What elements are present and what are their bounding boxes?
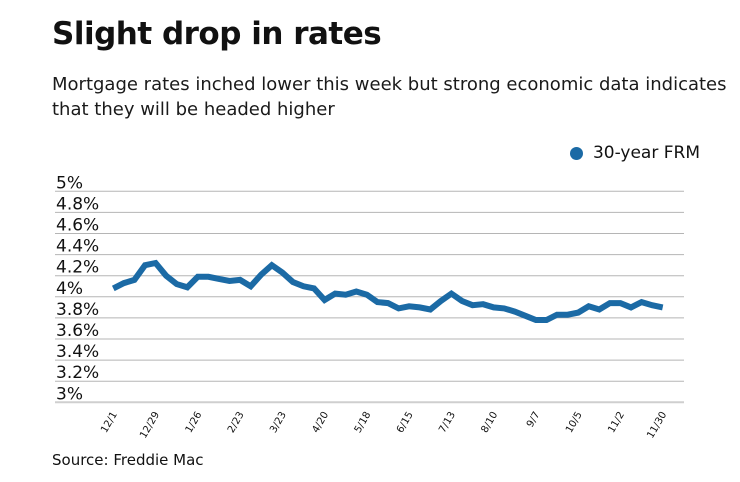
x-tick-label: 7/13 [437, 410, 458, 435]
legend-marker-icon [569, 146, 583, 160]
chart-subtitle: Mortgage rates inched lower this week bu… [52, 74, 727, 120]
y-tick-label: 3.4% [56, 342, 99, 362]
x-tick-label: 12/29 [138, 410, 162, 440]
x-tick-label: 11/2 [606, 410, 627, 435]
x-tick-label: 1/26 [184, 410, 205, 435]
y-tick-label: 4.6% [56, 216, 99, 236]
y-tick-label: 4.2% [56, 258, 99, 278]
series-line-30-year-frm [111, 259, 664, 323]
y-tick-label: 4.8% [56, 194, 99, 214]
y-tick-label: 3.2% [56, 363, 99, 383]
x-tick-label: 3/23 [268, 410, 289, 435]
y-tick-label: 5% [56, 173, 83, 193]
x-tick-label: 12/1 [99, 410, 120, 435]
legend: 30-year FRM [569, 143, 700, 163]
legend-label: 30-year FRM [592, 143, 700, 163]
x-tick-label: 8/10 [479, 410, 500, 435]
x-tick-label: 10/5 [564, 410, 585, 435]
y-tick-label: 4% [56, 279, 83, 299]
y-tick-label: 3% [56, 384, 83, 404]
x-tick-label: 9/7 [525, 410, 543, 429]
x-tick-label: 11/30 [645, 410, 669, 440]
y-tick-label: 3.8% [56, 300, 99, 320]
x-tick-label: 4/20 [310, 410, 331, 435]
y-tick-label: 3.6% [56, 321, 99, 341]
x-tick-label: 6/15 [395, 410, 416, 435]
source-note: Source: Freddie Mac [52, 451, 204, 469]
chart-title: Slight drop in rates [52, 16, 382, 52]
x-tick-label: 5/18 [353, 410, 374, 435]
x-tick-label: 2/23 [226, 410, 247, 435]
y-tick-label: 4.4% [56, 237, 99, 257]
